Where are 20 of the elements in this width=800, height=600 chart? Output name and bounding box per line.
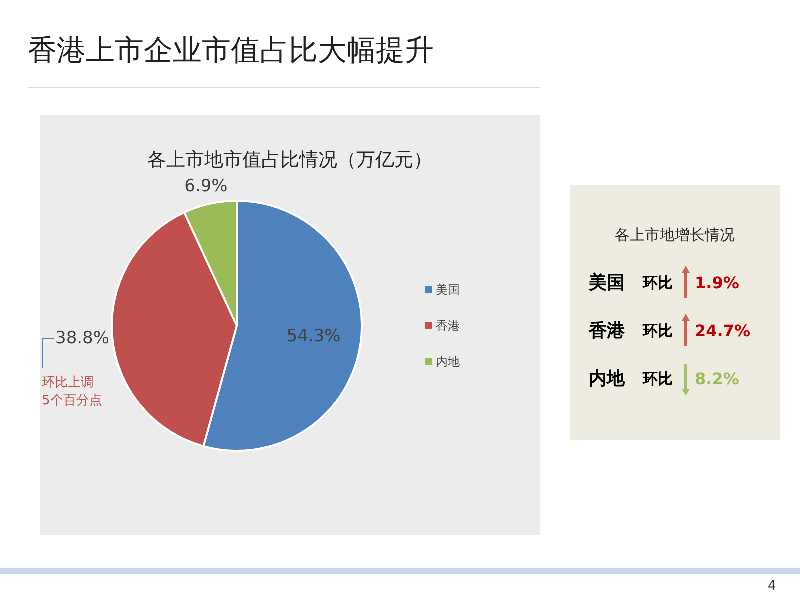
legend-label: 内地 <box>436 355 460 369</box>
category-label: 香港 <box>588 320 626 342</box>
text: 8.2% <box>695 370 740 388</box>
data-label: 6.9% <box>184 176 228 196</box>
chart-title: 香港上市企业市值占比大幅提升 <box>28 33 434 67</box>
text: 1.9% <box>695 274 740 292</box>
text: 环比 <box>642 370 673 388</box>
data-label: 54.3% <box>286 326 341 346</box>
legend-label: 美国 <box>436 283 460 297</box>
text: 环比上调 5个百分点 <box>42 376 102 409</box>
data-label: 38.8% <box>56 328 110 349</box>
legend-label: 香港 <box>436 319 460 333</box>
text: 4 <box>768 579 776 594</box>
category-label: 内地 <box>589 368 626 390</box>
text: 环比 <box>642 322 673 340</box>
text: 24.7% <box>695 322 751 340</box>
category-label: 美国 <box>588 272 625 294</box>
text: 各上市地增长情况 <box>615 226 735 244</box>
text: 环比 <box>642 274 673 292</box>
chart-subtitle: 各上市地市值占比情况（万亿元） <box>148 149 432 171</box>
